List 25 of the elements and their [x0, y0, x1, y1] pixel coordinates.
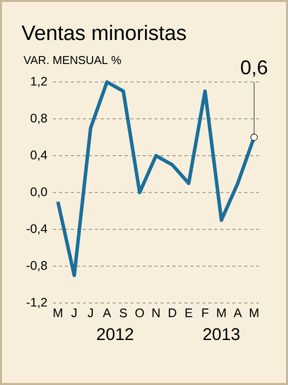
text: 2012 [97, 328, 134, 340]
y-tick-label: -0,8 [26, 261, 47, 272]
x-tick-label: S [120, 308, 127, 318]
x-tick-label: N [152, 308, 160, 318]
x-tick-label: J [71, 308, 76, 318]
x-tick-label: O [135, 308, 144, 318]
x-tick-label: F [202, 308, 208, 318]
x-tick-label: A [234, 308, 242, 318]
y-axis-title: VAR. MENSUAL % [24, 56, 121, 64]
x-tick-label: M [250, 308, 258, 318]
x-tick-label: E [186, 308, 192, 318]
y-tick-label: 0,0 [30, 187, 47, 198]
data-label: 0,6 [241, 60, 268, 77]
text: 2013 [203, 328, 240, 340]
y-tick-label: 0,4 [30, 150, 48, 161]
chart-title: Ventas minoristas [22, 24, 186, 40]
y-tick-label: -0,4 [26, 224, 48, 234]
x-tick-label: M [217, 308, 226, 318]
x-tick-label: A [102, 308, 112, 318]
x-tick-label: M [54, 308, 62, 318]
x-tick-label: J [88, 308, 93, 318]
y-tick-label: 1,2 [31, 76, 47, 88]
y-tick-label: 0,8 [30, 114, 47, 124]
x-tick-label: D [168, 308, 176, 318]
y-tick-label: -1,2 [26, 298, 47, 308]
